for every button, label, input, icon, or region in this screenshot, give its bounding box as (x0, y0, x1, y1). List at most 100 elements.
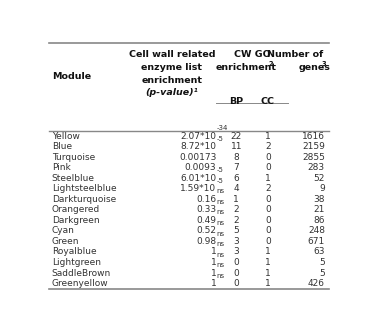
Text: ns: ns (217, 230, 225, 237)
Text: Cell wall related: Cell wall related (129, 51, 215, 59)
Text: SaddleBrown: SaddleBrown (52, 269, 111, 277)
Text: 4: 4 (234, 184, 239, 193)
Text: -5: -5 (217, 167, 224, 173)
Text: 1616: 1616 (302, 131, 325, 141)
Text: 6: 6 (234, 174, 239, 183)
Text: -34: -34 (217, 125, 228, 131)
Text: 0: 0 (265, 195, 270, 204)
Text: 2: 2 (265, 184, 270, 193)
Text: 22: 22 (231, 131, 242, 141)
Text: ns: ns (217, 241, 225, 247)
Text: ns: ns (217, 252, 225, 258)
Text: 0: 0 (234, 269, 239, 277)
Text: 2.07*10: 2.07*10 (180, 131, 216, 141)
Text: Turquoise: Turquoise (52, 153, 95, 162)
Text: 0: 0 (265, 237, 270, 246)
Text: 2159: 2159 (302, 142, 325, 151)
Text: 38: 38 (313, 195, 325, 204)
Text: Darkgreen: Darkgreen (52, 216, 100, 225)
Text: ns: ns (217, 199, 225, 205)
Text: 2: 2 (265, 142, 270, 151)
Text: 1: 1 (234, 195, 239, 204)
Text: 1: 1 (211, 279, 216, 288)
Text: 0.98: 0.98 (196, 237, 216, 246)
Text: Orangered: Orangered (52, 205, 100, 214)
Text: 63: 63 (313, 247, 325, 257)
Text: 8.72*10: 8.72*10 (180, 142, 216, 151)
Text: ns: ns (217, 220, 225, 226)
Text: 3: 3 (322, 61, 327, 67)
Text: 283: 283 (308, 163, 325, 172)
Text: 8: 8 (234, 153, 239, 162)
Text: 21: 21 (314, 205, 325, 214)
Text: Lightsteelblue: Lightsteelblue (52, 184, 117, 193)
Text: 0: 0 (265, 216, 270, 225)
Text: 2: 2 (234, 216, 239, 225)
Text: Pink: Pink (52, 163, 70, 172)
Text: Steelblue: Steelblue (52, 174, 95, 183)
Text: 0.00173: 0.00173 (179, 153, 216, 162)
Text: 1: 1 (265, 131, 270, 141)
Text: 1.59*10: 1.59*10 (180, 184, 216, 193)
Text: 3: 3 (234, 247, 239, 257)
Text: 2855: 2855 (302, 153, 325, 162)
Text: 3: 3 (234, 237, 239, 246)
Text: 5: 5 (319, 258, 325, 267)
Text: (p-value)¹: (p-value)¹ (146, 88, 198, 97)
Text: 5: 5 (319, 269, 325, 277)
Text: enrichment: enrichment (216, 63, 277, 72)
Text: 86: 86 (313, 216, 325, 225)
Text: 2: 2 (268, 61, 273, 67)
Text: 1: 1 (265, 279, 270, 288)
Text: 0: 0 (265, 226, 270, 235)
Text: 0: 0 (234, 279, 239, 288)
Text: 1: 1 (265, 269, 270, 277)
Text: Module: Module (52, 72, 91, 81)
Text: 1: 1 (211, 247, 216, 257)
Text: 671: 671 (308, 237, 325, 246)
Text: CC: CC (261, 97, 275, 106)
Text: 0.33: 0.33 (196, 205, 216, 214)
Text: 0.0093: 0.0093 (184, 163, 216, 172)
Text: Yellow: Yellow (52, 131, 80, 141)
Text: genes: genes (299, 63, 330, 72)
Text: 2: 2 (234, 205, 239, 214)
Text: 1: 1 (265, 247, 270, 257)
Text: 6.01*10: 6.01*10 (180, 174, 216, 183)
Text: 1: 1 (265, 258, 270, 267)
Text: 0: 0 (265, 153, 270, 162)
Text: Greenyellow: Greenyellow (52, 279, 108, 288)
Text: enrichment: enrichment (141, 76, 203, 84)
Text: CW GO: CW GO (234, 51, 270, 59)
Text: 0: 0 (265, 163, 270, 172)
Text: 426: 426 (308, 279, 325, 288)
Text: 1: 1 (265, 174, 270, 183)
Text: Lightgreen: Lightgreen (52, 258, 101, 267)
Text: ns: ns (217, 262, 225, 268)
Text: 9: 9 (319, 184, 325, 193)
Text: 11: 11 (231, 142, 242, 151)
Text: 7: 7 (234, 163, 239, 172)
Text: Darkturquoise: Darkturquoise (52, 195, 116, 204)
Text: Blue: Blue (52, 142, 72, 151)
Text: ns: ns (217, 273, 225, 279)
Text: 0: 0 (265, 205, 270, 214)
Text: Number of: Number of (267, 51, 324, 59)
Text: 1: 1 (211, 269, 216, 277)
Text: -5: -5 (217, 178, 224, 184)
Text: 0.49: 0.49 (196, 216, 216, 225)
Text: Royalblue: Royalblue (52, 247, 96, 257)
Text: 5: 5 (234, 226, 239, 235)
Text: 0.16: 0.16 (196, 195, 216, 204)
Text: 52: 52 (314, 174, 325, 183)
Text: ns: ns (217, 210, 225, 215)
Text: 0.52: 0.52 (196, 226, 216, 235)
Text: ns: ns (217, 188, 225, 194)
Text: Cyan: Cyan (52, 226, 75, 235)
Text: 248: 248 (308, 226, 325, 235)
Text: -5: -5 (217, 136, 224, 142)
Text: 1: 1 (211, 258, 216, 267)
Text: Green: Green (52, 237, 79, 246)
Text: 0: 0 (234, 258, 239, 267)
Text: enzyme list: enzyme list (141, 63, 203, 72)
